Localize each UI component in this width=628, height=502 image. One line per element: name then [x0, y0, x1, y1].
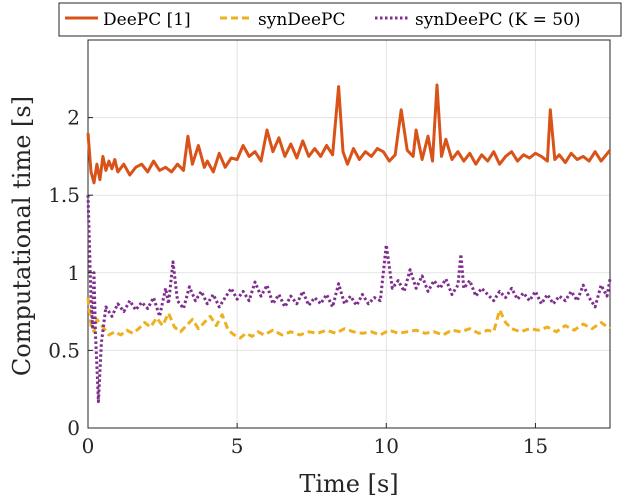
y-tick-label: 2 [67, 106, 80, 130]
x-tick-label: 0 [82, 434, 95, 458]
series-line-deepc [86, 83, 612, 185]
legend-label-syndeepc-k50: synDeePC (K = 50) [415, 10, 581, 30]
tick-layer: 0 5 10 15 0 0.5 1 1.5 2 [48, 106, 548, 458]
x-tick-label: 10 [374, 434, 399, 458]
x-axis-label: Time [s] [299, 470, 398, 498]
y-tick-label: 1.5 [48, 183, 80, 207]
x-tick-label: 5 [231, 434, 244, 458]
legend: DeePC [1] synDeePC synDeePC (K = 50) [58, 2, 622, 37]
series-line-syndeepc [86, 297, 611, 340]
series-line-syndeepc-k50 [86, 195, 612, 404]
y-tick-label: 0 [67, 416, 80, 440]
plot-area [87, 39, 611, 429]
legend-label-syndeepc: synDeePC [258, 10, 345, 30]
x-tick-label: 15 [523, 434, 548, 458]
legend-label-deepc: DeePC [1] [103, 10, 191, 30]
y-tick-label: 1 [67, 261, 80, 285]
series-layer [86, 83, 612, 404]
y-axis-label: Computational time [s] [8, 96, 36, 376]
grid [87, 40, 610, 429]
legend-box [58, 2, 622, 37]
y-tick-label: 0.5 [48, 338, 80, 362]
